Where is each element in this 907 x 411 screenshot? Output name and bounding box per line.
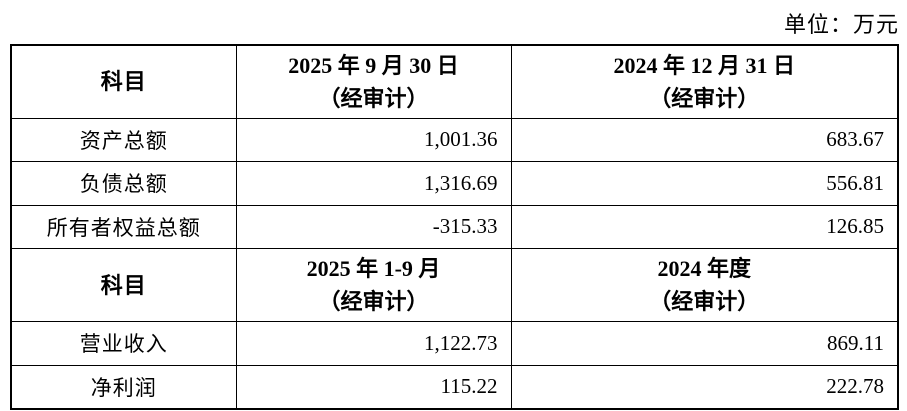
value-2025: 1,316.69 [235,161,512,206]
value-2025: 115.22 [235,364,512,409]
balance-header-col-2024-date: 2024 年 12 月 31 日 [613,52,795,78]
income-header-col-2025-audited: （经审计） [318,289,429,314]
row-label: 营业收入 [10,321,237,366]
table-row-net-profit: 净利润 115.22 222.78 [10,364,899,409]
income-header-col-2024-period: 2024 年度 [657,256,751,281]
balance-header-row: 科目 2025 年 9 月 30 日 （经审计） 2024 年 12 月 31 … [10,44,899,119]
balance-header-col-2025-audited: （经审计） [318,85,429,111]
balance-header-col-2024-audited: （经审计） [649,85,760,111]
income-header-col-2024: 2024 年度 （经审计） [510,248,899,322]
value-2024: 126.85 [510,204,899,249]
row-label: 净利润 [10,364,237,409]
row-label: 资产总额 [10,117,237,162]
balance-header-col-2024: 2024 年 12 月 31 日 （经审计） [510,44,899,119]
table-row-total-assets: 资产总额 1,001.36 683.67 [10,117,899,162]
table-row-total-owners-equity: 所有者权益总额 -315.33 126.85 [10,204,899,249]
income-header-col-2025: 2025 年 1-9 月 （经审计） [235,248,512,322]
income-header-col-2024-audited: （经审计） [649,289,760,314]
table-row-total-liabilities: 负债总额 1,316.69 556.81 [10,161,899,206]
value-2025: 1,122.73 [235,321,512,366]
value-2025: 1,001.36 [235,117,512,162]
row-label: 负债总额 [10,161,237,206]
income-header-row: 科目 2025 年 1-9 月 （经审计） 2024 年度 （经审计） [10,248,899,322]
value-2025: -315.33 [235,204,512,249]
value-2024: 869.11 [510,321,899,366]
balance-header-subject: 科目 [10,44,237,119]
unit-label: 单位：万元 [783,12,899,37]
balance-header-col-2025-date: 2025 年 9 月 30 日 [288,52,459,78]
value-2024: 222.78 [510,364,899,409]
income-header-subject: 科目 [10,248,237,322]
row-label: 所有者权益总额 [10,204,237,249]
financial-summary-table: 科目 2025 年 9 月 30 日 （经审计） 2024 年 12 月 31 … [10,44,899,410]
income-header-col-2025-period: 2025 年 1-9 月 [306,256,441,281]
value-2024: 556.81 [510,161,899,206]
value-2024: 683.67 [510,117,899,162]
table-row-operating-revenue: 营业收入 1,122.73 869.11 [10,321,899,366]
balance-header-col-2025: 2025 年 9 月 30 日 （经审计） [235,44,512,119]
